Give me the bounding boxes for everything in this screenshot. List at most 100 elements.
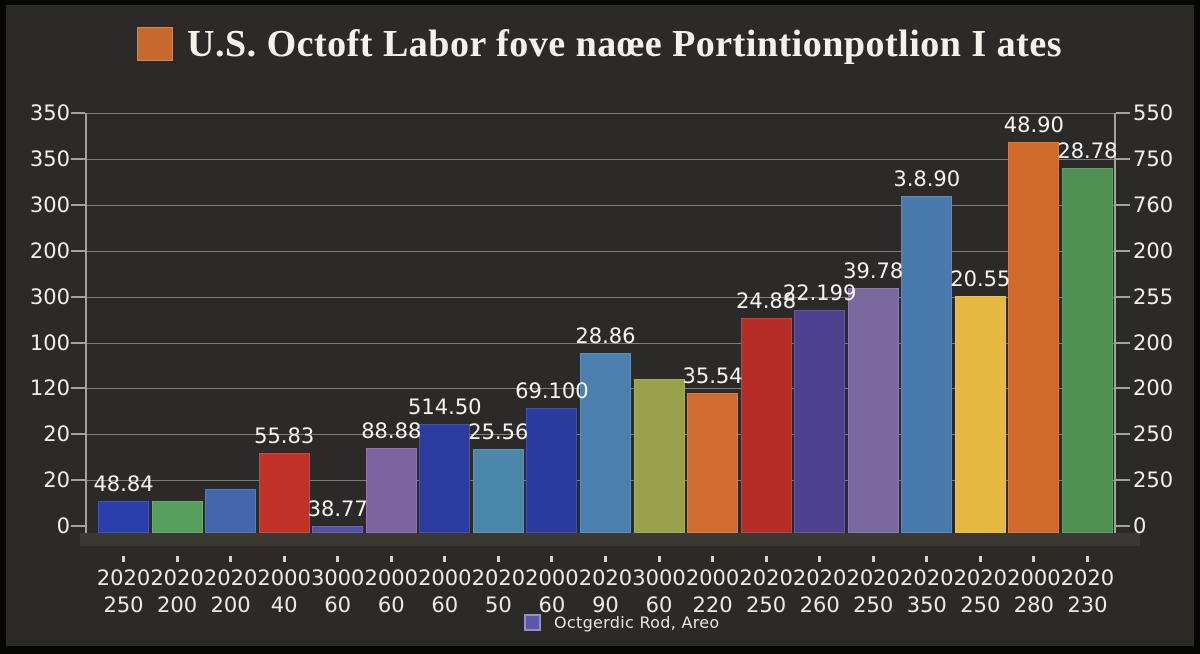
bar-value-label: 35.54 (682, 364, 743, 388)
chart-title: U.S. Octoft Labor fove naœe Portintionpo… (187, 23, 1062, 65)
bar-value-label: 39.78 (843, 259, 904, 283)
y-axis-right-label: 200 (1133, 238, 1174, 263)
y-axis-left-label: 100 (29, 330, 70, 355)
bar-slot: 69.100 (515, 113, 589, 533)
bar-slot: 38.77 (308, 113, 368, 533)
x-axis-label-line2: 230 (1067, 593, 1108, 617)
bar-slot: 88.88 (361, 113, 421, 533)
bar-value-label: 38.77 (307, 497, 368, 521)
bar-slot: 48.90 (1004, 113, 1064, 533)
x-axis-tick (282, 556, 286, 562)
x-axis-label-line1: 2020 (953, 566, 1008, 590)
y-axis-right-label: 750 (1133, 146, 1174, 171)
bar-value-label: 88.88 (361, 419, 422, 443)
y-axis-right-tick (1116, 295, 1130, 298)
bar (205, 489, 257, 533)
y-axis-left-label: 300 (29, 192, 70, 217)
bar (740, 318, 792, 533)
title-marker-square-icon (137, 27, 173, 61)
x-axis-label-line1: 2020 (1060, 566, 1115, 590)
bar-slot (205, 113, 257, 533)
plot-area: 48.84 55.83 38.77 88.88 514.50 25.56 69.100 28.… (71, 112, 1140, 546)
bar-slot: 20.55 (950, 113, 1010, 533)
x-axis-tick (229, 556, 233, 562)
bar-value-label: 55.83 (254, 424, 315, 448)
y-axis-right-tick (1116, 341, 1130, 344)
x-axis-label-line2: 90 (592, 593, 619, 617)
gridline (87, 158, 1115, 160)
bar (258, 453, 310, 533)
y-axis-left-line (85, 113, 87, 533)
bar-slot: 55.83 (254, 113, 314, 533)
x-axis-label: 2020 250 (838, 556, 908, 619)
bar-slot: 48.84 (93, 113, 154, 533)
y-axis-right-label: 200 (1133, 376, 1174, 401)
bar-value-label: 28.86 (575, 324, 636, 348)
x-axis-label-line2: 250 (960, 593, 1001, 617)
x-axis-tick (818, 556, 822, 562)
y-axis-left-label: 350 (29, 146, 70, 171)
y-axis-right-tick (1116, 249, 1130, 252)
x-axis-label-line1: 2020 (471, 566, 526, 590)
bar (419, 424, 471, 533)
x-axis-tick (175, 556, 179, 562)
x-axis-label-line2: 250 (103, 593, 144, 617)
bar-slot: 22.199 (783, 113, 856, 533)
x-axis-tick (764, 556, 768, 562)
x-axis-tick (603, 556, 607, 562)
bar (687, 393, 739, 533)
y-axis-right-label: 255 (1133, 284, 1174, 309)
y-axis-right-tick (1116, 525, 1130, 528)
bar-slot: 514.50 (408, 113, 482, 533)
bar (633, 379, 685, 533)
x-axis-tick (871, 556, 875, 562)
chart-title-row: U.S. Octoft Labor fove naœe Portintionpo… (137, 20, 1062, 68)
x-axis-label-line1: 2020 (739, 566, 793, 590)
x-axis-label-line1: 2000 (364, 566, 418, 590)
bar-slot: 39.78 (843, 113, 903, 533)
x-axis-label-line2: 350 (906, 593, 947, 617)
x-axis-label: 2020 200 (142, 556, 212, 619)
y-axis-left-label: 0 (56, 514, 70, 539)
bar-slot: 35.54 (682, 113, 743, 533)
bar (579, 353, 631, 533)
x-axis-label: 2000 60 (356, 556, 426, 619)
bar (1008, 142, 1060, 533)
bar-slot: 25.56 (468, 113, 528, 533)
x-axis-label-line1: 2000 (257, 566, 311, 590)
x-axis-label: 2020 260 (785, 556, 855, 619)
y-axis-left-tick (71, 525, 85, 528)
y-axis-right-tick (1116, 112, 1130, 114)
bar (1061, 168, 1113, 533)
y-axis-left-tick (71, 157, 85, 160)
y-axis-right-label: 200 (1133, 330, 1174, 355)
x-axis-tick (925, 556, 929, 562)
legend-label: Octgerdic Rod, Areo (554, 613, 720, 632)
y-axis-right-label: 760 (1133, 192, 1174, 217)
bar (526, 408, 578, 533)
gridline (87, 296, 1115, 298)
x-axis-tick (336, 556, 340, 562)
bar (847, 288, 899, 533)
x-axis-label-line1: 2020 (578, 566, 633, 590)
y-axis-right-label: 250 (1133, 468, 1174, 493)
bar-value-label: 48.84 (93, 472, 154, 496)
y-axis-left-tick (71, 387, 85, 390)
x-axis-label: 2020 250 (945, 556, 1015, 619)
x-axis-label-line2: 60 (538, 593, 566, 617)
bar-slot (151, 113, 203, 533)
x-axis-baseline (80, 533, 1140, 546)
gridline (87, 113, 1115, 114)
bar-value-label: 3.8.90 (893, 167, 961, 191)
x-axis-label-line2: 260 (799, 593, 840, 617)
bar (312, 526, 364, 533)
y-axis-left-label: 200 (29, 238, 70, 263)
x-axis-tick (1032, 556, 1036, 562)
x-axis-label-line2: 40 (270, 593, 298, 617)
x-axis-label-line2: 60 (324, 593, 352, 617)
y-axis-right-tick (1116, 479, 1130, 482)
x-axis-label-line2: 280 (1013, 593, 1054, 617)
x-axis-label-line1: 2000 (418, 566, 472, 590)
x-axis-label: 2000 220 (678, 556, 748, 619)
x-axis-label-line2: 250 (746, 593, 787, 617)
